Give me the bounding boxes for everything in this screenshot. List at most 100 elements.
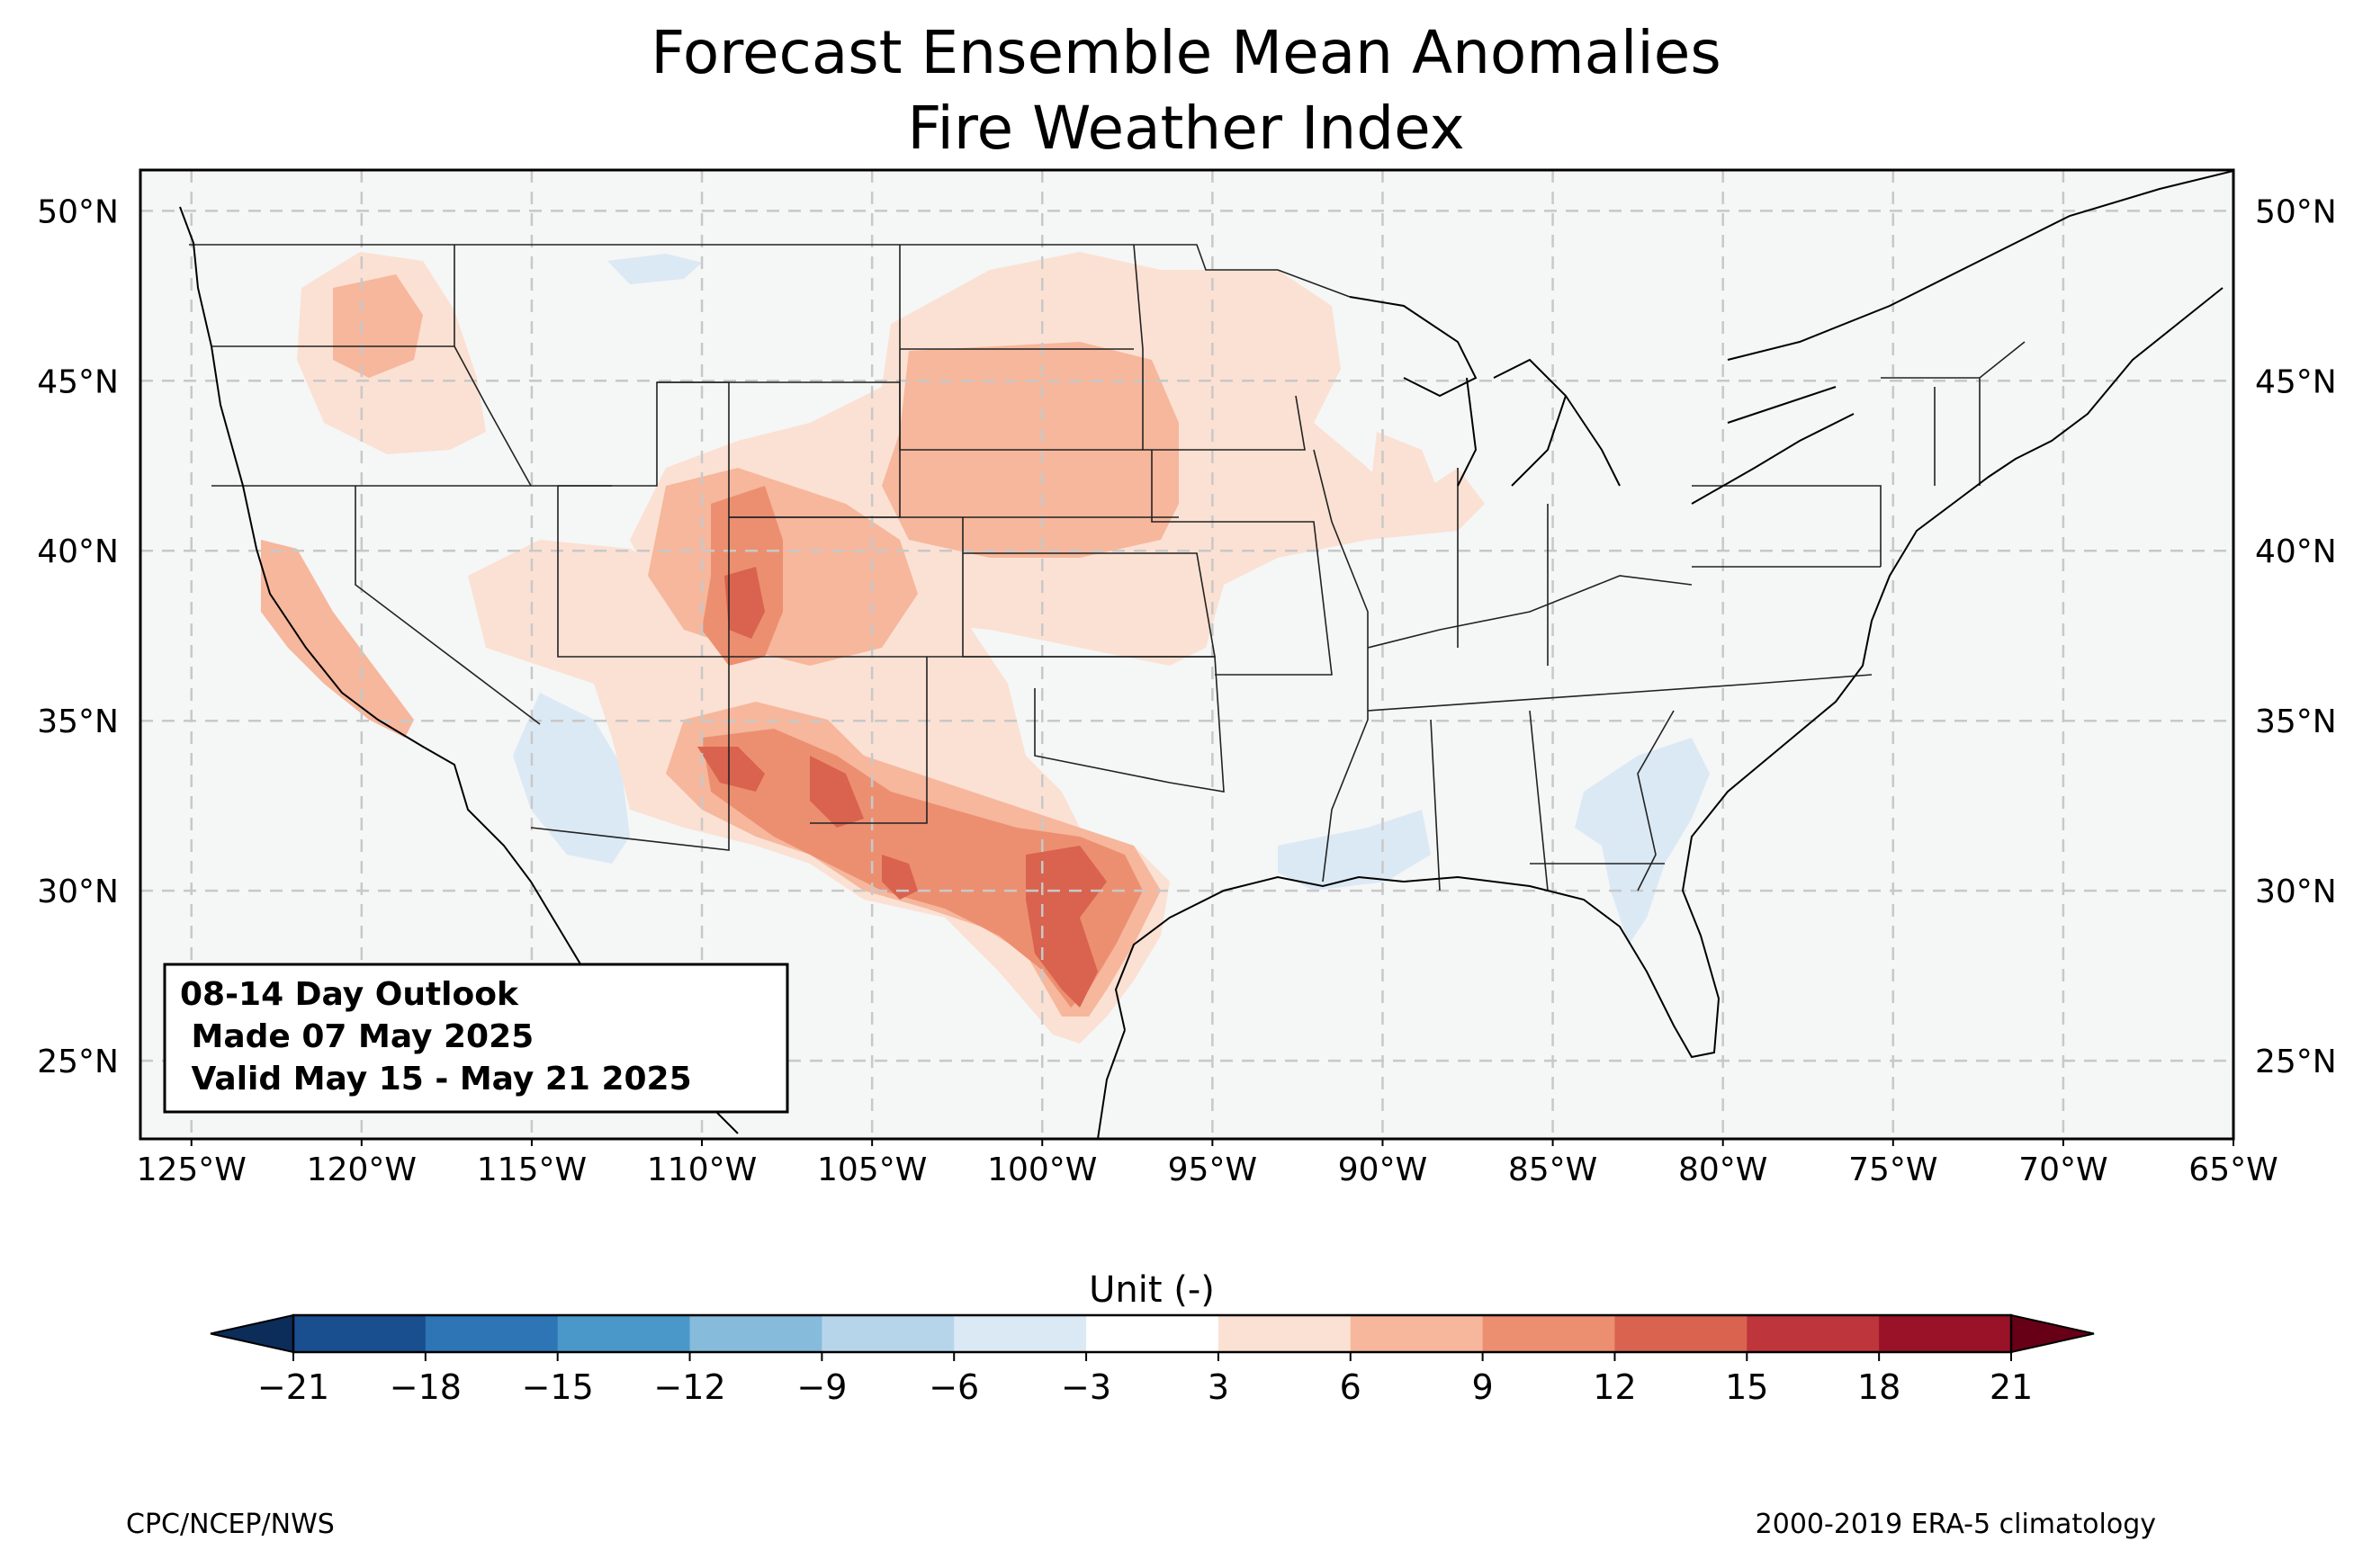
colorbar-extend-min [210, 1313, 294, 1354]
lat-tick-label-right: 30°N [2255, 874, 2337, 910]
border-dakotas [899, 245, 1143, 451]
lon-tick-label: 120°W [307, 1151, 417, 1188]
colorbar: Unit (-) −21 −18 −15 −12 −9 −6 −3 3 6 9 12 15 18 21 [210, 1269, 2095, 1407]
colorbar-segment [1879, 1315, 2012, 1352]
colorbar-segment [822, 1315, 955, 1352]
lon-tick-label: 110°W [647, 1151, 757, 1188]
map-layers [140, 170, 2233, 1139]
lon-tick-label: 105°W [817, 1151, 927, 1188]
border-arizona-nm [530, 657, 730, 851]
lat-tick-label-right: 50°N [2255, 193, 2337, 230]
colorbar-segment [1350, 1315, 1484, 1352]
colorbar-tick-label: −9 [796, 1367, 847, 1407]
colorbar-segment [1086, 1315, 1219, 1352]
credit-climatology: 2000-2019 ERA-5 climatology [1755, 1509, 2156, 1540]
lat-tick-label-left: 25°N [37, 1044, 119, 1080]
colorbar-segment [1614, 1315, 1748, 1352]
latitude-axis-labels-left: 25°N 30°N 35°N 40°N 45°N 50°N [37, 193, 119, 1080]
colorbar-tick-label: −18 [390, 1367, 462, 1407]
colorbar-tick-label: 3 [1208, 1367, 1229, 1407]
coastlines [179, 170, 2233, 1139]
border-nm-texas [810, 657, 928, 824]
border-mid-atlantic [1692, 485, 1882, 568]
colorbar-tick-label: 6 [1340, 1367, 1361, 1407]
lat-tick-label-left: 40°N [37, 533, 119, 570]
anomaly-gulf-negative [1278, 810, 1431, 891]
border-illinois-indiana [1457, 468, 1549, 666]
lon-tick-label: 95°W [1168, 1151, 1257, 1188]
lon-tick-label: 75°W [1848, 1151, 1937, 1188]
border-iowa-missouri [1151, 450, 1333, 676]
anomaly-big-bend-max [882, 855, 918, 900]
border-tennessee [1367, 674, 1873, 712]
coast-gulf [1114, 287, 2224, 1059]
border-ohio-river [1367, 575, 1693, 649]
colorbar-outline [292, 1313, 2013, 1354]
state-boundaries [189, 244, 2026, 892]
lon-tick-label: 115°W [477, 1151, 587, 1188]
colorbar-label: Unit (-) [1089, 1269, 1215, 1311]
colorbar-segment [293, 1315, 427, 1352]
border-colorado [729, 516, 964, 658]
outlook-info-box: 08-14 Day Outlook Made 07 May 2025 Valid… [163, 963, 789, 1114]
coast-canada-atlantic [1727, 170, 2233, 361]
border-nevada-east [355, 486, 541, 725]
latitude-axis-labels-right: 25°N 30°N 35°N 40°N 45°N 50°N [2255, 193, 2337, 1080]
colorbar-tick-label: 9 [1472, 1367, 1494, 1407]
anomaly-west-texas-max [810, 756, 864, 828]
figure-title-line-1: Forecast Ensemble Mean Anomalies [651, 18, 1721, 87]
anomaly-southwest-negative [513, 693, 630, 864]
colorbar-segment [557, 1315, 691, 1352]
border-oklahoma [963, 656, 1225, 793]
lat-tick-label-left: 50°N [37, 193, 119, 230]
lon-tick-label: 100°W [987, 1151, 1097, 1188]
border-mississippi-river [1313, 449, 1369, 883]
lon-tick-label: 85°W [1508, 1151, 1597, 1188]
colorbar-extend-max [2010, 1313, 2095, 1354]
graticule [140, 170, 2233, 1139]
colorbar-tick-label: −6 [929, 1367, 979, 1407]
anomaly-california [261, 540, 414, 738]
lat-tick-label-left: 30°N [37, 874, 119, 910]
colorbar-tick-label: 15 [1725, 1367, 1768, 1407]
colorbar-tick-label: 12 [1593, 1367, 1636, 1407]
colorbar-segment [1747, 1315, 1880, 1352]
lat-tick-label-right: 45°N [2255, 363, 2337, 400]
colorbar-segment [425, 1315, 559, 1352]
negative-anomaly-shading [513, 254, 1710, 945]
lon-tick-label: 70°W [2018, 1151, 2107, 1188]
lon-tick-label: 65°W [2188, 1151, 2278, 1188]
colorbar-tick-label: −12 [653, 1367, 725, 1407]
anomaly-south-texas-max [1026, 846, 1107, 1008]
colorbar-segment [689, 1315, 822, 1352]
border-idaho-west [454, 245, 532, 487]
anomaly-great-lakes-positive [1368, 432, 1440, 522]
coast-great-lakes [1349, 296, 1855, 505]
colorbar-tick-label: −15 [522, 1367, 594, 1407]
lat-tick-label-left: 45°N [37, 363, 119, 400]
lon-tick-label: 80°W [1678, 1151, 1767, 1188]
anomaly-sw-colorado-max [724, 567, 765, 639]
map-frame [139, 168, 2235, 1141]
lat-tick-label-right: 40°N [2255, 533, 2337, 570]
border-minnesota [1133, 244, 1306, 451]
positive-anomaly-level-12 [697, 567, 1107, 1008]
colorbar-ticks: −21 −18 −15 −12 −9 −6 −3 3 6 9 12 15 18 21 [257, 1352, 2033, 1407]
outlook-title: 08-14 Day Outlook [180, 976, 519, 1013]
lat-tick-label-left: 35°N [37, 703, 119, 740]
border-canada-us [189, 244, 1351, 298]
colorbar-tick-label: 21 [1990, 1367, 2033, 1407]
anomaly-arizona-nm-max [697, 747, 765, 792]
lat-tick-label-right: 25°N [2255, 1044, 2337, 1080]
anomaly-washington-core [333, 274, 423, 378]
outlook-box-frame [163, 963, 789, 1114]
lon-tick-label: 90°W [1338, 1151, 1427, 1188]
coast-pacific [179, 206, 739, 1134]
colorbar-segment [1482, 1315, 1615, 1352]
colorbar-tick-label: −3 [1061, 1367, 1111, 1407]
figure-title-line-2: Fire Weather Index [907, 94, 1465, 163]
coast-mexico [1097, 1029, 1126, 1139]
colorbar-tick-label: 18 [1857, 1367, 1900, 1407]
